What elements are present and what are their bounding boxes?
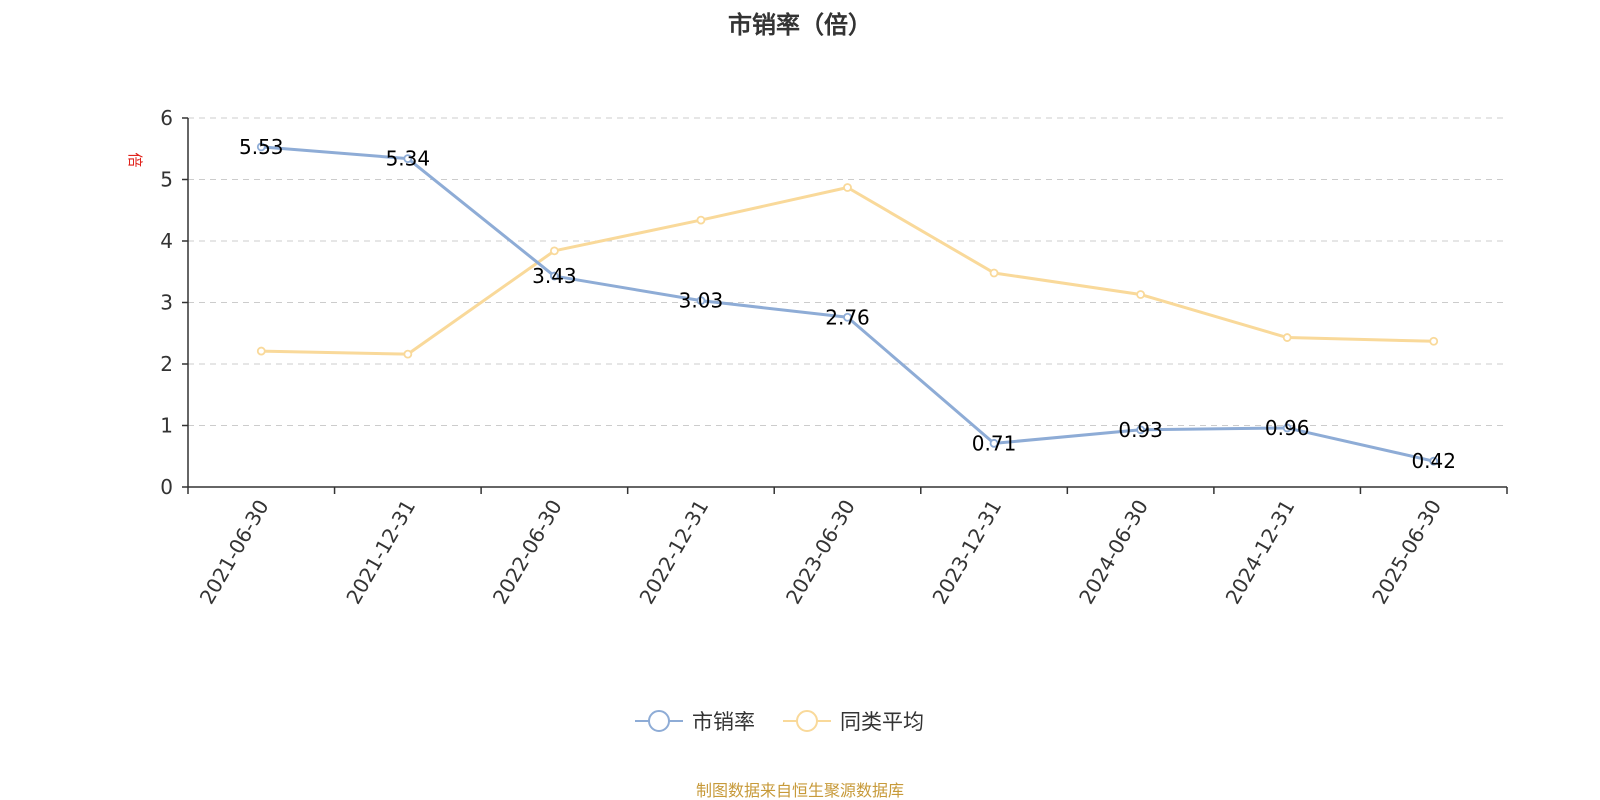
series-point-0 — [843, 312, 852, 322]
legend-marker-0 — [648, 710, 670, 732]
x-tick-label: 2023-06-30 — [781, 496, 860, 609]
x-tick-label: 2021-12-31 — [341, 496, 420, 609]
data-label: 3.43 — [532, 264, 577, 288]
data-label: 5.53 — [239, 135, 284, 159]
data-label: 3.03 — [679, 289, 724, 313]
data-label: 0.71 — [972, 431, 1017, 455]
series-point-1 — [843, 183, 852, 192]
y-tick-label: 1 — [160, 414, 173, 438]
data-label: 2.76 — [825, 305, 870, 329]
series-point-0 — [403, 154, 413, 163]
legend-label-1: 同类平均 — [840, 710, 924, 734]
y-tick-label: 3 — [160, 291, 173, 315]
y-tick-label: 2 — [160, 352, 173, 376]
y-axis-unit: 倍 — [126, 152, 144, 167]
series-point-0 — [989, 438, 999, 448]
series-line-0 — [261, 145, 1435, 463]
series-point-1 — [256, 346, 266, 356]
series-point-0 — [1282, 423, 1292, 433]
chart-title: 市销率（倍） — [728, 11, 872, 39]
series-point-1 — [1429, 336, 1439, 346]
y-tick-label: 0 — [160, 475, 173, 499]
x-tick-label: 2025-06-30 — [1367, 496, 1446, 609]
x-tick-label: 2021-06-30 — [195, 496, 274, 609]
series-point-0 — [256, 142, 266, 152]
series-point-1 — [403, 349, 413, 359]
x-tick-label: 2024-06-30 — [1074, 496, 1153, 609]
data-labels: 5.53 5.34 3.43 3.03 2.76 0.71 0.93 0.96 0.42 — [239, 135, 1456, 473]
data-label: 0.93 — [1118, 418, 1163, 442]
legend-marker-1 — [796, 710, 818, 732]
x-tick-label: 2022-06-30 — [488, 496, 567, 609]
series-point-0 — [1136, 425, 1146, 435]
data-label: 0.42 — [1411, 449, 1456, 473]
legend: 市销率 同类平均 — [635, 710, 924, 734]
series-layer — [256, 142, 1439, 466]
x-tick-label: 2023-12-31 — [927, 496, 1006, 609]
series-point-1 — [1282, 333, 1292, 342]
series-point-1 — [1136, 290, 1146, 299]
y-tick-label: 6 — [160, 106, 173, 130]
data-label: 0.96 — [1265, 416, 1310, 440]
axes: 0 1 2 3 4 5 6 2021-06-30 2021-12-31 2022-06-30 202… — [160, 106, 1508, 609]
source-note: 制图数据来自恒生聚源数据库 — [696, 781, 904, 800]
x-tick-label: 2022-12-31 — [634, 496, 713, 609]
series-point-1 — [549, 246, 559, 256]
series-point-0 — [549, 271, 559, 281]
y-tick-label: 4 — [160, 229, 173, 253]
series-point-0 — [1429, 456, 1439, 466]
data-label: 5.34 — [386, 147, 431, 171]
legend-label-0: 市销率 — [692, 710, 755, 734]
series-point-0 — [696, 296, 706, 306]
series-point-1 — [696, 215, 706, 225]
x-tick-label: 2024-12-31 — [1221, 496, 1300, 609]
series-point-1 — [989, 268, 999, 278]
y-tick-label: 5 — [160, 168, 173, 192]
